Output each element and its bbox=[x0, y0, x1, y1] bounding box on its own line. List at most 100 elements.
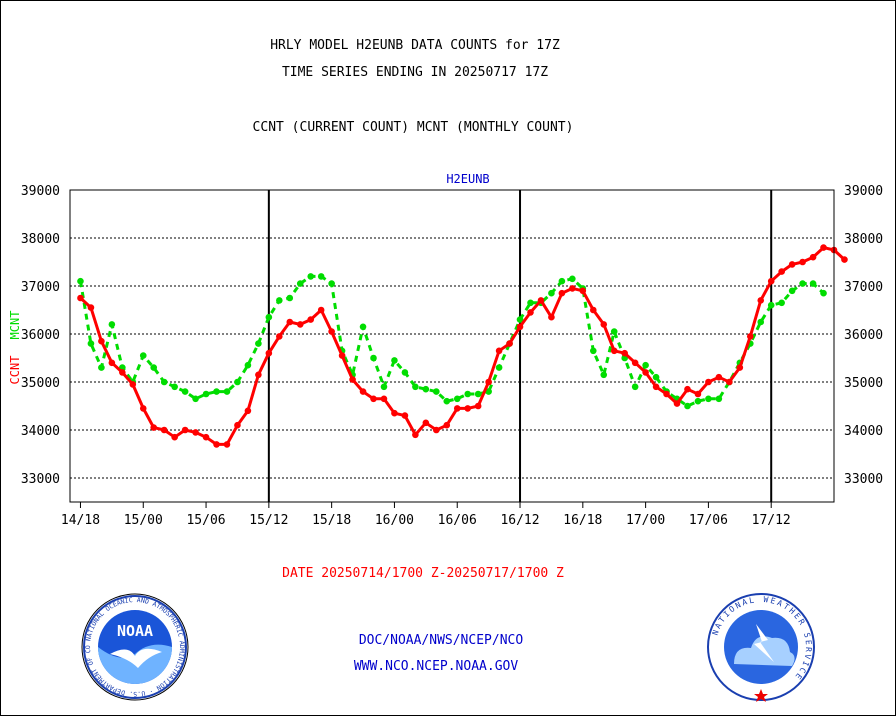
data-point-mcnt bbox=[160, 378, 168, 386]
data-point-mcnt bbox=[767, 301, 775, 309]
data-point-mcnt bbox=[715, 395, 723, 403]
data-point-ccnt bbox=[757, 297, 765, 304]
y-tick-label-left: 33000 bbox=[21, 472, 60, 487]
data-point-ccnt bbox=[600, 321, 608, 328]
x-tick-label: 15/00 bbox=[124, 513, 163, 528]
data-point-mcnt bbox=[453, 395, 461, 403]
data-point-mcnt bbox=[799, 280, 806, 287]
y-axis-label-mcnt: MCNT bbox=[8, 311, 22, 340]
data-point-mcnt bbox=[139, 352, 147, 359]
data-point-mcnt bbox=[359, 323, 367, 331]
data-point-ccnt bbox=[77, 294, 84, 302]
data-point-ccnt bbox=[234, 421, 241, 429]
data-point-ccnt bbox=[171, 433, 178, 441]
data-point-ccnt bbox=[265, 349, 273, 357]
data-point-ccnt bbox=[684, 385, 691, 393]
data-point-ccnt bbox=[108, 359, 116, 367]
data-point-ccnt bbox=[736, 364, 744, 371]
data-point-ccnt bbox=[548, 313, 555, 321]
chart-title-line2: TIME SERIES ENDING IN 20250717 17Z bbox=[281, 65, 549, 80]
data-point-mcnt bbox=[213, 388, 220, 395]
data-point-ccnt bbox=[223, 441, 231, 448]
data-point-mcnt bbox=[87, 340, 95, 347]
data-point-ccnt bbox=[621, 349, 628, 357]
plot-area bbox=[69, 189, 835, 503]
data-point-mcnt bbox=[296, 280, 304, 287]
series-line-ccnt bbox=[79, 246, 846, 446]
data-point-ccnt bbox=[527, 309, 534, 316]
data-point-mcnt bbox=[820, 289, 827, 297]
y-tick-label-left: 34000 bbox=[21, 424, 60, 439]
data-point-ccnt bbox=[276, 333, 283, 340]
data-point-mcnt bbox=[391, 357, 398, 364]
data-point-ccnt bbox=[453, 405, 461, 412]
y-tick-label-right: 33000 bbox=[844, 472, 883, 487]
data-point-mcnt bbox=[485, 388, 492, 395]
data-point-mcnt bbox=[694, 397, 702, 405]
data-point-ccnt bbox=[139, 405, 147, 412]
data-point-ccnt bbox=[569, 285, 576, 292]
y-tick-label-right: 37000 bbox=[844, 280, 883, 295]
x-tick-label: 14/18 bbox=[61, 513, 100, 528]
data-point-ccnt bbox=[160, 426, 168, 434]
data-point-ccnt bbox=[307, 316, 315, 323]
data-point-mcnt bbox=[705, 395, 712, 403]
data-point-ccnt bbox=[767, 277, 775, 285]
data-point-ccnt bbox=[349, 376, 356, 383]
data-point-ccnt bbox=[391, 409, 398, 417]
data-point-ccnt bbox=[255, 371, 262, 379]
series-line-mcnt bbox=[79, 274, 825, 408]
data-point-ccnt bbox=[579, 287, 587, 295]
data-point-ccnt bbox=[129, 381, 137, 388]
data-point-ccnt bbox=[485, 378, 492, 386]
data-point-ccnt bbox=[809, 253, 817, 261]
data-point-mcnt bbox=[77, 277, 84, 285]
data-point-mcnt bbox=[317, 273, 325, 280]
nco-website-link[interactable]: WWW.NCO.NCEP.NOAA.GOV bbox=[353, 659, 519, 674]
data-point-ccnt bbox=[610, 347, 618, 355]
data-point-ccnt bbox=[422, 419, 430, 427]
data-point-mcnt bbox=[631, 383, 639, 391]
y-tick-label-right: 34000 bbox=[844, 424, 883, 439]
data-point-mcnt bbox=[443, 397, 451, 405]
data-point-mcnt bbox=[495, 364, 503, 371]
data-point-ccnt bbox=[746, 333, 754, 340]
noaa-logo: NOAA NATIONAL OCEANIC AND ATMOSPHERIC AD… bbox=[80, 592, 189, 701]
x-tick-label: 16/00 bbox=[375, 513, 414, 528]
data-point-mcnt bbox=[422, 385, 430, 393]
data-point-ccnt bbox=[150, 424, 158, 431]
doc-noaa-link[interactable]: DOC/NOAA/NWS/NCEP/NCO bbox=[358, 633, 524, 648]
x-tick-label: 15/18 bbox=[312, 513, 351, 528]
data-point-mcnt bbox=[652, 373, 660, 381]
data-point-ccnt bbox=[181, 426, 189, 434]
y-tick-label-left: 38000 bbox=[21, 232, 60, 247]
x-tick-label: 15/12 bbox=[249, 513, 288, 528]
data-point-mcnt bbox=[684, 402, 691, 410]
y-tick-label-right: 39000 bbox=[844, 184, 883, 199]
data-point-mcnt bbox=[223, 388, 231, 395]
noaa-logo-text: NOAA bbox=[117, 622, 153, 640]
data-point-mcnt bbox=[276, 297, 283, 304]
data-point-mcnt bbox=[548, 289, 555, 297]
data-point-mcnt bbox=[778, 299, 785, 307]
data-point-ccnt bbox=[673, 400, 681, 407]
data-point-mcnt bbox=[433, 388, 440, 395]
data-point-mcnt bbox=[642, 361, 649, 369]
plot-title: H2EUNB bbox=[446, 172, 489, 186]
data-point-mcnt bbox=[600, 371, 608, 379]
data-point-ccnt bbox=[119, 369, 126, 376]
data-point-mcnt bbox=[757, 318, 765, 326]
data-point-ccnt bbox=[663, 390, 670, 398]
y-tick-label-left: 37000 bbox=[21, 280, 60, 295]
data-point-ccnt bbox=[359, 388, 367, 395]
data-point-ccnt bbox=[652, 383, 660, 391]
data-point-ccnt bbox=[443, 421, 451, 429]
data-point-mcnt bbox=[610, 328, 618, 335]
data-point-ccnt bbox=[715, 373, 723, 381]
data-point-ccnt bbox=[516, 323, 524, 331]
data-point-mcnt bbox=[181, 388, 189, 395]
data-point-ccnt bbox=[328, 328, 335, 335]
x-tick-label: 17/00 bbox=[626, 513, 665, 528]
y-tick-label-right: 36000 bbox=[844, 328, 883, 343]
